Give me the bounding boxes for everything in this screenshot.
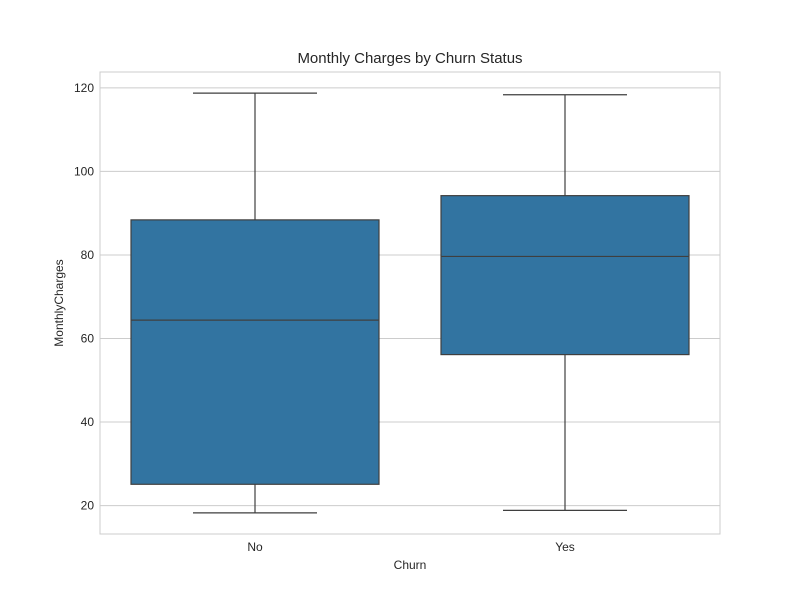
iqr-box bbox=[130, 219, 380, 485]
x-tick-label: Yes bbox=[555, 540, 575, 554]
y-tick-label: 20 bbox=[81, 499, 95, 513]
chart-title: Monthly Charges by Churn Status bbox=[297, 50, 522, 67]
y-tick-label: 100 bbox=[74, 164, 94, 178]
y-axis-label: MonthlyCharges bbox=[52, 259, 66, 346]
iqr-box bbox=[440, 195, 690, 356]
y-tick-label: 80 bbox=[81, 248, 95, 262]
y-tick-label: 120 bbox=[74, 81, 94, 95]
x-axis-label: Churn bbox=[394, 558, 427, 572]
boxplot-no bbox=[130, 92, 380, 514]
x-tick-labels: No Yes bbox=[247, 540, 574, 554]
boxplot-yes bbox=[440, 94, 690, 511]
y-tick-labels: 20 40 60 80 100 120 bbox=[74, 81, 94, 513]
boxplots bbox=[130, 92, 690, 514]
y-tick-label: 40 bbox=[81, 415, 95, 429]
y-tick-label: 60 bbox=[81, 332, 95, 346]
x-tick-label: No bbox=[247, 540, 263, 554]
plot-area-frame bbox=[99, 71, 721, 535]
